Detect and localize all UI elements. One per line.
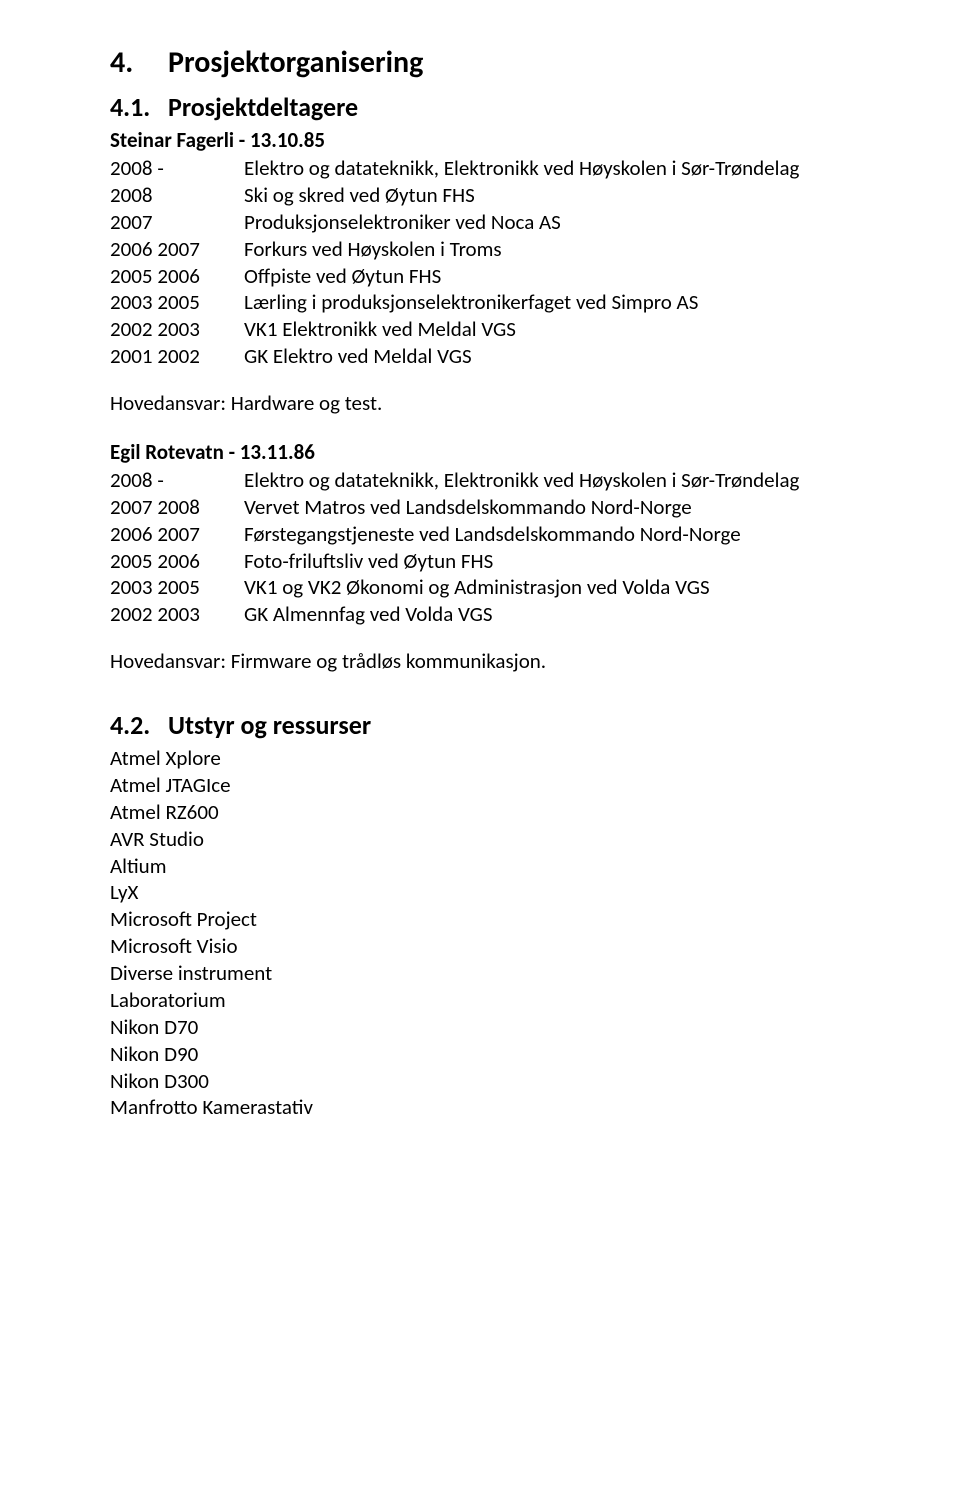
list-item: Laboratorium xyxy=(110,987,864,1014)
cv-desc: Produksjonselektroniker ved Noca AS xyxy=(244,209,864,236)
cv-desc: Førstegangstjeneste ved Landsdelskommand… xyxy=(244,521,864,548)
cv-list: 2008 -Elektro og datateknikk, Elektronik… xyxy=(110,467,864,628)
cv-row: 2008Ski og skred ved Øytun FHS xyxy=(110,182,864,209)
subsection-heading: 4.1.Prosjektdeltagere xyxy=(110,91,864,123)
cv-row: 2005 2006Offpiste ved Øytun FHS xyxy=(110,263,864,290)
cv-desc: VK1 og VK2 Økonomi og Administrasjon ved… xyxy=(244,574,864,601)
cv-desc: GK Elektro ved Meldal VGS xyxy=(244,343,864,370)
cv-row: 2008 -Elektro og datateknikk, Elektronik… xyxy=(110,155,864,182)
cv-year: 2008 xyxy=(110,182,244,209)
subsection-number: 4.2. xyxy=(110,709,168,741)
cv-year: 2007 2008 xyxy=(110,494,244,521)
cv-row: 2002 2003GK Almennfag ved Volda VGS xyxy=(110,601,864,628)
list-item: Microsoft Project xyxy=(110,906,864,933)
cv-desc: Foto-friluftsliv ved Øytun FHS xyxy=(244,548,864,575)
cv-year: 2003 2005 xyxy=(110,574,244,601)
cv-year: 2002 2003 xyxy=(110,316,244,343)
subsection-number: 4.1. xyxy=(110,91,168,123)
cv-year: 2007 xyxy=(110,209,244,236)
cv-year: 2006 2007 xyxy=(110,236,244,263)
list-item: AVR Studio xyxy=(110,826,864,853)
cv-desc: Lærling i produksjonselektronikerfaget v… xyxy=(244,289,864,316)
cv-desc: GK Almennfag ved Volda VGS xyxy=(244,601,864,628)
list-item: Diverse instrument xyxy=(110,960,864,987)
cv-year: 2005 2006 xyxy=(110,263,244,290)
cv-list: 2008 -Elektro og datateknikk, Elektronik… xyxy=(110,155,864,370)
cv-row: 2006 2007Førstegangstjeneste ved Landsde… xyxy=(110,521,864,548)
cv-desc: VK1 Elektronikk ved Meldal VGS xyxy=(244,316,864,343)
cv-desc: Vervet Matros ved Landsdelskommando Nord… xyxy=(244,494,864,521)
responsibility: Hovedansvar: Hardware og test. xyxy=(110,390,864,417)
cv-year: 2003 2005 xyxy=(110,289,244,316)
section-title: Prosjektorganisering xyxy=(168,44,423,81)
cv-row: 2003 2005Lærling i produksjonselektronik… xyxy=(110,289,864,316)
person-name: Egil Rotevatn - 13.11.86 xyxy=(110,439,864,465)
list-item: Atmel Xplore xyxy=(110,745,864,772)
cv-desc: Elektro og datateknikk, Elektronikk ved … xyxy=(244,155,864,182)
list-item: Manfrotto Kamerastativ xyxy=(110,1094,864,1121)
cv-year: 2006 2007 xyxy=(110,521,244,548)
subsection-title: Prosjektdeltagere xyxy=(168,91,358,123)
subsection-title: Utstyr og ressurser xyxy=(168,709,371,741)
list-item: Nikon D300 xyxy=(110,1068,864,1095)
cv-desc: Forkurs ved Høyskolen i Troms xyxy=(244,236,864,263)
cv-row: 2007Produksjonselektroniker ved Noca AS xyxy=(110,209,864,236)
cv-row: 2008 -Elektro og datateknikk, Elektronik… xyxy=(110,467,864,494)
cv-year: 2002 2003 xyxy=(110,601,244,628)
resource-list: Atmel Xplore Atmel JTAGIce Atmel RZ600 A… xyxy=(110,745,864,1121)
cv-desc: Elektro og datateknikk, Elektronikk ved … xyxy=(244,467,864,494)
cv-desc: Offpiste ved Øytun FHS xyxy=(244,263,864,290)
cv-year: 2005 2006 xyxy=(110,548,244,575)
list-item: Atmel RZ600 xyxy=(110,799,864,826)
cv-year: 2008 - xyxy=(110,467,244,494)
cv-row: 2001 2002GK Elektro ved Meldal VGS xyxy=(110,343,864,370)
cv-row: 2006 2007Forkurs ved Høyskolen i Troms xyxy=(110,236,864,263)
section-number: 4. xyxy=(110,44,168,81)
cv-row: 2003 2005VK1 og VK2 Økonomi og Administr… xyxy=(110,574,864,601)
list-item: LyX xyxy=(110,879,864,906)
subsection-heading: 4.2.Utstyr og ressurser xyxy=(110,709,864,741)
section-heading: 4.Prosjektorganisering xyxy=(110,44,864,81)
cv-row: 2005 2006Foto-friluftsliv ved Øytun FHS xyxy=(110,548,864,575)
cv-desc: Ski og skred ved Øytun FHS xyxy=(244,182,864,209)
list-item: Altium xyxy=(110,853,864,880)
list-item: Atmel JTAGIce xyxy=(110,772,864,799)
cv-year: 2001 2002 xyxy=(110,343,244,370)
list-item: Microsoft Visio xyxy=(110,933,864,960)
list-item: Nikon D90 xyxy=(110,1041,864,1068)
responsibility: Hovedansvar: Firmware og trådløs kommuni… xyxy=(110,648,864,675)
cv-row: 2002 2003VK1 Elektronikk ved Meldal VGS xyxy=(110,316,864,343)
person-name: Steinar Fagerli - 13.10.85 xyxy=(110,127,864,153)
list-item: Nikon D70 xyxy=(110,1014,864,1041)
cv-row: 2007 2008Vervet Matros ved Landsdelskomm… xyxy=(110,494,864,521)
cv-year: 2008 - xyxy=(110,155,244,182)
